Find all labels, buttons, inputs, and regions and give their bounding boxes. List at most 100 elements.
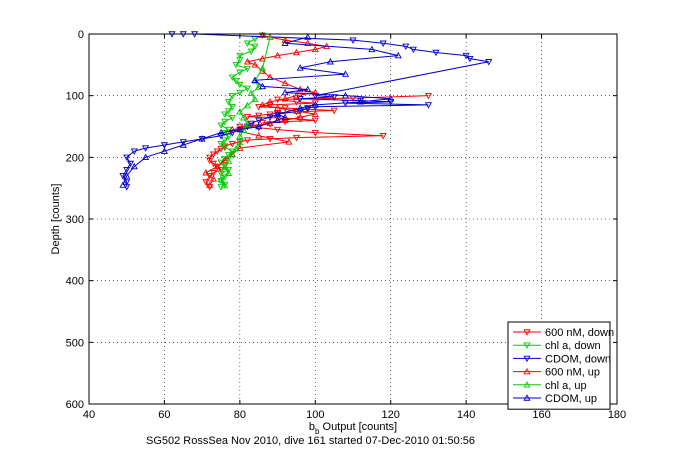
data-point bbox=[228, 148, 236, 155]
data-point bbox=[224, 169, 233, 177]
data-point bbox=[296, 64, 304, 71]
data-point bbox=[179, 141, 187, 148]
data-point bbox=[304, 105, 312, 112]
y-tick-label: 500 bbox=[66, 337, 84, 349]
data-point bbox=[311, 110, 319, 117]
legend-box bbox=[507, 321, 611, 410]
data-point bbox=[296, 96, 304, 103]
legend-label: 600 nM, up bbox=[545, 367, 600, 379]
data-point bbox=[217, 175, 225, 183]
data-point bbox=[379, 40, 387, 47]
data-point bbox=[236, 81, 244, 89]
data-point bbox=[266, 121, 274, 128]
data-point bbox=[292, 91, 300, 99]
data-point bbox=[258, 64, 267, 72]
legend-label: chl a, up bbox=[545, 380, 587, 392]
data-point bbox=[379, 133, 387, 140]
data-point bbox=[221, 137, 229, 144]
data-point bbox=[221, 156, 229, 164]
y-tick-label: 300 bbox=[66, 214, 84, 226]
data-point bbox=[281, 88, 289, 96]
data-point bbox=[274, 126, 282, 134]
data-point bbox=[236, 107, 244, 115]
data-point bbox=[236, 123, 244, 131]
data-point bbox=[243, 137, 251, 144]
data-point bbox=[311, 100, 319, 107]
data-point bbox=[387, 99, 395, 106]
data-point bbox=[228, 125, 236, 133]
data-point bbox=[292, 48, 300, 56]
data-point bbox=[296, 113, 304, 120]
data-point bbox=[243, 85, 251, 92]
x-axis-label-rest: Output [counts] bbox=[319, 421, 397, 433]
data-point bbox=[424, 102, 432, 109]
data-point bbox=[209, 160, 218, 168]
data-point bbox=[330, 107, 338, 115]
data-point bbox=[409, 46, 417, 54]
data-point bbox=[394, 51, 402, 59]
data-point bbox=[236, 132, 244, 140]
data-point bbox=[258, 82, 267, 90]
data-point bbox=[304, 39, 312, 46]
data-point bbox=[206, 157, 214, 165]
legend-item: 600 nM, down bbox=[513, 327, 614, 339]
grid-lines bbox=[89, 34, 617, 404]
data-point bbox=[255, 132, 263, 139]
data-point bbox=[296, 104, 304, 111]
series-3 bbox=[202, 31, 331, 188]
data-point bbox=[485, 59, 493, 66]
data-point bbox=[228, 115, 236, 122]
data-point bbox=[274, 110, 282, 117]
y-tick-label: 200 bbox=[66, 152, 84, 164]
data-point bbox=[142, 153, 150, 161]
data-point bbox=[266, 111, 274, 118]
data-point bbox=[247, 48, 255, 55]
legend-marker bbox=[523, 381, 531, 388]
data-point bbox=[251, 43, 259, 51]
data-point bbox=[311, 92, 319, 100]
x-axis-label: bb Output [counts] bbox=[309, 421, 397, 436]
data-point bbox=[221, 129, 229, 137]
series-layer bbox=[119, 31, 493, 191]
data-point bbox=[240, 114, 248, 121]
x-tick-label: 40 bbox=[83, 409, 95, 421]
series-2 bbox=[119, 31, 493, 191]
y-tick-label: 600 bbox=[66, 399, 84, 411]
data-point bbox=[311, 117, 319, 125]
data-point bbox=[281, 105, 289, 112]
data-point bbox=[217, 133, 225, 140]
data-point bbox=[221, 163, 229, 170]
data-point bbox=[356, 98, 365, 105]
data-point bbox=[123, 172, 131, 179]
y-axis-label: Depth [counts] bbox=[50, 184, 62, 255]
data-point bbox=[243, 65, 251, 73]
data-point bbox=[206, 154, 214, 162]
data-point bbox=[209, 170, 218, 177]
legend-marker bbox=[523, 394, 531, 401]
data-point bbox=[202, 169, 210, 176]
data-point bbox=[224, 166, 233, 174]
data-point bbox=[255, 112, 263, 120]
legend-item: chl a, up bbox=[513, 380, 587, 392]
data-point bbox=[292, 99, 300, 106]
data-point bbox=[266, 33, 274, 40]
data-point bbox=[179, 139, 187, 146]
data-point bbox=[217, 166, 225, 174]
data-point bbox=[123, 154, 131, 162]
data-point bbox=[232, 144, 240, 152]
x-tick-label: 100 bbox=[306, 409, 324, 421]
data-point bbox=[243, 40, 251, 47]
data-point bbox=[221, 144, 229, 152]
y-tick-label: 100 bbox=[66, 91, 84, 103]
data-point bbox=[266, 102, 274, 109]
data-point bbox=[247, 89, 255, 96]
data-point bbox=[341, 70, 350, 77]
data-point bbox=[198, 135, 206, 142]
data-point bbox=[243, 120, 251, 127]
data-point bbox=[160, 142, 168, 149]
legend-marker bbox=[523, 355, 531, 363]
data-point bbox=[326, 58, 334, 65]
legend-label: CDOM, up bbox=[545, 393, 597, 405]
data-point bbox=[274, 104, 282, 111]
